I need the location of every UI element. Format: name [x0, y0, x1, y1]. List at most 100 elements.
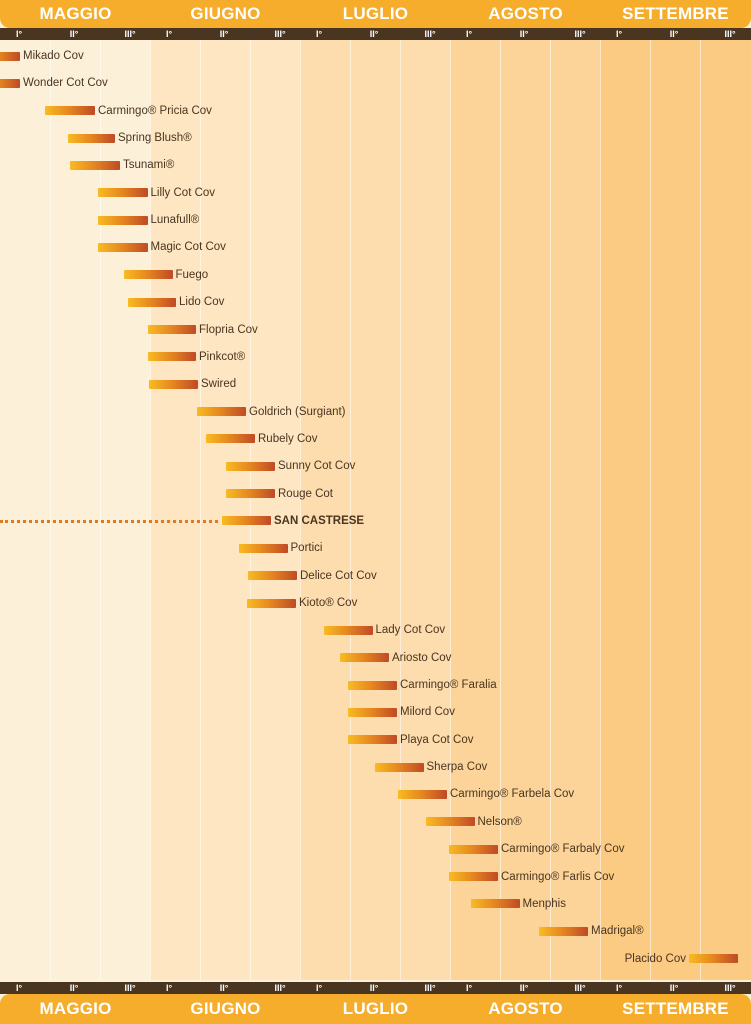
decade-tick-label: I°: [315, 983, 323, 993]
variety-label: Swired: [201, 378, 237, 391]
variety-label: Carmingo® Farbela Cov: [450, 788, 575, 801]
variety-label: Playa Cot Cov: [400, 733, 474, 746]
decade-tick-label: II°: [219, 983, 229, 993]
decade-tick-label: III°: [274, 29, 286, 39]
variety-label: Lady Cot Cov: [375, 624, 446, 637]
decade-tick-label: I°: [465, 29, 473, 39]
decade-gridline: [550, 40, 551, 980]
variety-label: Goldrich (Surgiant): [249, 405, 346, 418]
harvest-bar: [470, 899, 520, 909]
variety-label: Lunafull®: [150, 214, 200, 227]
decade-gridline: [400, 40, 401, 980]
decade-gridline: [150, 40, 151, 980]
variety-label: Nelson®: [477, 815, 522, 828]
harvest-bar: [222, 516, 271, 526]
variety-label: Magic Cot Cov: [150, 241, 226, 254]
decade-tick-label: I°: [165, 29, 173, 39]
month-band-giugno: [150, 40, 300, 980]
decade-gridline: [600, 40, 601, 980]
decade-tick-label: I°: [165, 983, 173, 993]
harvest-bar: [97, 242, 148, 252]
variety-label: Wonder Cot Cov: [23, 77, 108, 90]
harvest-bar: [348, 735, 397, 745]
harvest-bar: [147, 352, 196, 362]
decade-tick-label: II°: [519, 29, 529, 39]
variety-label: Milord Cov: [400, 706, 455, 719]
variety-label: Carmingo® Pricia Cov: [98, 104, 212, 117]
variety-label: Mikado Cov: [23, 50, 84, 62]
harvest-bar: [398, 789, 447, 799]
decade-gridline: [100, 40, 101, 980]
month-label-luglio-bottom: LUGLIO: [342, 999, 409, 1018]
highlight-dotted-leader: [0, 519, 218, 526]
decade-gridline: [250, 40, 251, 980]
harvest-bar: [226, 461, 275, 471]
decade-tick-label: III°: [124, 983, 136, 993]
decade-tick-label: III°: [574, 983, 586, 993]
variety-label: Madrigal®: [591, 925, 644, 938]
harvest-bar: [247, 598, 296, 608]
month-header-top: MAGGIO GIUGNO LUGLIO AGOSTO SETTEMBRE: [0, 0, 751, 28]
variety-label: SAN CASTRESE: [274, 514, 365, 527]
variety-label: Menphis: [522, 897, 566, 910]
variety-label: Spring Blush®: [118, 132, 192, 145]
harvest-bar: [45, 106, 95, 116]
variety-label: Carmingo® Farlis Cov: [501, 870, 615, 883]
month-label-luglio-top: LUGLIO: [342, 4, 409, 23]
harvest-bar: [67, 133, 115, 143]
harvest-bar: [323, 625, 373, 635]
variety-label: Pinkcot®: [199, 350, 246, 363]
variety-label: Placido Cov: [624, 952, 686, 965]
month-label-settembre-bottom: SETTEMBRE: [622, 999, 729, 1018]
harvest-bar: [124, 270, 173, 280]
decade-gridline: [500, 40, 501, 980]
harvest-bar: [206, 434, 255, 444]
month-band-maggio: [0, 40, 150, 980]
decade-gridline: [650, 40, 651, 980]
decade-tick-label: I°: [465, 983, 473, 993]
variety-label: Delice Cot Cov: [300, 569, 377, 582]
decade-tick-label: III°: [424, 29, 436, 39]
decade-gridline: [450, 40, 451, 980]
harvest-bar: [449, 844, 498, 854]
month-label-agosto-top: AGOSTO: [488, 4, 563, 23]
harvest-bar: [0, 51, 20, 61]
month-band-agosto: [450, 40, 600, 980]
decade-tick-label: II°: [219, 29, 229, 39]
harvest-bar: [70, 160, 120, 170]
variety-label: Portici: [290, 542, 323, 555]
variety-label: Carmingo® Faralia: [400, 679, 497, 692]
harvest-bar: [127, 297, 176, 307]
decade-tick-label: II°: [369, 29, 379, 39]
decade-tick-label: I°: [615, 29, 623, 39]
variety-label: Lilly Cot Cov: [150, 186, 216, 199]
variety-label: Rubely Cov: [258, 432, 318, 445]
harvest-bar: [689, 954, 738, 964]
decade-axis-bottom: I° II° III° I° II° III° I° II° III° I° II° III° I° II…: [0, 982, 751, 994]
decade-tick-label: III°: [724, 29, 736, 39]
harvest-bar: [0, 78, 20, 88]
month-label-maggio-bottom: MAGGIO: [39, 999, 112, 1018]
month-label-settembre-top: SETTEMBRE: [622, 4, 729, 23]
month-label-giugno-bottom: GIUGNO: [190, 999, 261, 1018]
decade-tick-label: III°: [574, 29, 586, 39]
harvest-bar: [449, 872, 498, 881]
harvest-bar: [425, 817, 475, 827]
decade-gridline: [50, 40, 51, 980]
variety-label: Tsunami®: [123, 159, 175, 172]
decade-tick-label: II°: [69, 29, 79, 39]
variety-label: Kioto® Cov: [299, 597, 358, 609]
decade-gridline: [350, 40, 351, 980]
harvest-bar: [539, 926, 588, 936]
variety-label: Sherpa Cov: [426, 761, 488, 774]
harvest-bar: [340, 653, 389, 663]
harvest-bar: [248, 571, 297, 581]
harvest-bar: [97, 188, 148, 198]
harvest-bar: [97, 215, 148, 225]
variety-label: Ariosto Cov: [392, 651, 452, 664]
decade-tick-label: II°: [669, 29, 679, 39]
decade-axis-top: I° II° III° I° II° III° I° II° III° I° II° III° I° II…: [0, 28, 751, 40]
variety-label: Sunny Cot Cov: [278, 460, 356, 473]
harvest-bar: [348, 707, 397, 717]
